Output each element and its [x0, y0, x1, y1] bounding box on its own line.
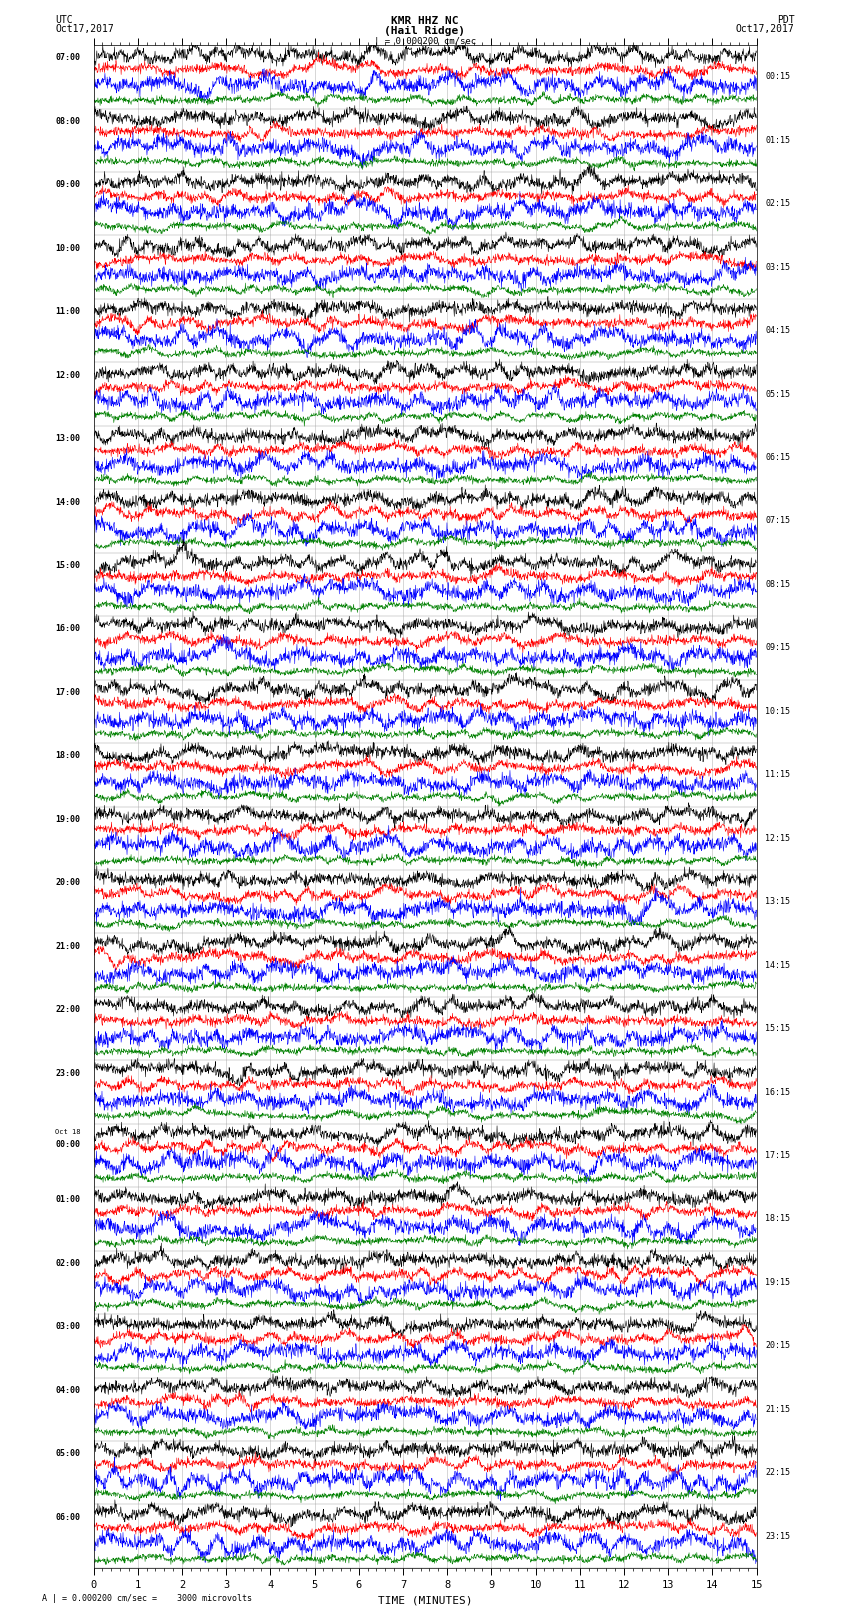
Text: PDT: PDT — [777, 15, 795, 24]
Text: 01:00: 01:00 — [55, 1195, 80, 1205]
Text: 18:00: 18:00 — [55, 752, 80, 760]
Text: 09:15: 09:15 — [765, 644, 790, 652]
Text: (Hail Ridge): (Hail Ridge) — [384, 26, 466, 35]
Text: 10:15: 10:15 — [765, 706, 790, 716]
Text: 11:00: 11:00 — [55, 306, 80, 316]
Text: 00:00: 00:00 — [55, 1140, 80, 1148]
Text: 19:15: 19:15 — [765, 1277, 790, 1287]
Text: 12:00: 12:00 — [55, 371, 80, 379]
Text: 09:00: 09:00 — [55, 181, 80, 189]
Text: 05:15: 05:15 — [765, 390, 790, 398]
Text: 15:00: 15:00 — [55, 561, 80, 569]
Text: 07:00: 07:00 — [55, 53, 80, 63]
Text: 08:15: 08:15 — [765, 581, 790, 589]
Text: 17:15: 17:15 — [765, 1152, 790, 1160]
Text: 17:00: 17:00 — [55, 687, 80, 697]
Text: KMR HHZ NC: KMR HHZ NC — [391, 16, 459, 26]
Text: Oct 18: Oct 18 — [54, 1129, 80, 1136]
Text: 13:15: 13:15 — [765, 897, 790, 907]
Text: 20:15: 20:15 — [765, 1342, 790, 1350]
Text: 06:00: 06:00 — [55, 1513, 80, 1521]
Text: 12:15: 12:15 — [765, 834, 790, 842]
Text: UTC: UTC — [55, 15, 73, 24]
Text: 06:15: 06:15 — [765, 453, 790, 461]
Text: 21:15: 21:15 — [765, 1405, 790, 1413]
X-axis label: TIME (MINUTES): TIME (MINUTES) — [377, 1595, 473, 1605]
Text: 15:15: 15:15 — [765, 1024, 790, 1032]
Text: 11:15: 11:15 — [765, 771, 790, 779]
Text: 02:15: 02:15 — [765, 200, 790, 208]
Text: 14:15: 14:15 — [765, 961, 790, 969]
Text: Oct17,2017: Oct17,2017 — [55, 24, 114, 34]
Text: 22:15: 22:15 — [765, 1468, 790, 1478]
Text: 16:00: 16:00 — [55, 624, 80, 634]
Text: 03:15: 03:15 — [765, 263, 790, 271]
Text: Oct17,2017: Oct17,2017 — [736, 24, 795, 34]
Text: 22:00: 22:00 — [55, 1005, 80, 1015]
Text: 21:00: 21:00 — [55, 942, 80, 950]
Text: 13:00: 13:00 — [55, 434, 80, 444]
Text: 19:00: 19:00 — [55, 815, 80, 824]
Text: 05:00: 05:00 — [55, 1448, 80, 1458]
Text: 04:00: 04:00 — [55, 1386, 80, 1395]
Text: 03:00: 03:00 — [55, 1323, 80, 1331]
Text: 01:15: 01:15 — [765, 135, 790, 145]
Text: 23:15: 23:15 — [765, 1532, 790, 1540]
Text: 02:00: 02:00 — [55, 1258, 80, 1268]
Text: 18:15: 18:15 — [765, 1215, 790, 1223]
Text: A | = 0.000200 cm/sec =    3000 microvolts: A | = 0.000200 cm/sec = 3000 microvolts — [42, 1594, 252, 1603]
Text: 00:15: 00:15 — [765, 73, 790, 81]
Text: 16:15: 16:15 — [765, 1087, 790, 1097]
Text: 23:00: 23:00 — [55, 1068, 80, 1077]
Text: 04:15: 04:15 — [765, 326, 790, 336]
Text: 08:00: 08:00 — [55, 116, 80, 126]
Text: 10:00: 10:00 — [55, 244, 80, 253]
Text: | = 0.000200 cm/sec: | = 0.000200 cm/sec — [374, 37, 476, 47]
Text: 14:00: 14:00 — [55, 497, 80, 506]
Text: 20:00: 20:00 — [55, 877, 80, 887]
Text: 07:15: 07:15 — [765, 516, 790, 526]
